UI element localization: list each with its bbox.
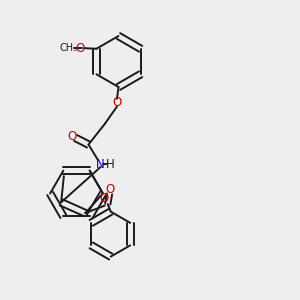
Text: N: N: [96, 158, 105, 171]
Text: O: O: [75, 42, 85, 55]
Text: CH₃: CH₃: [59, 43, 78, 53]
Text: H: H: [106, 158, 115, 171]
Text: O: O: [106, 183, 115, 196]
Text: O: O: [112, 96, 122, 109]
Text: O: O: [100, 192, 109, 206]
Text: O: O: [68, 130, 76, 143]
